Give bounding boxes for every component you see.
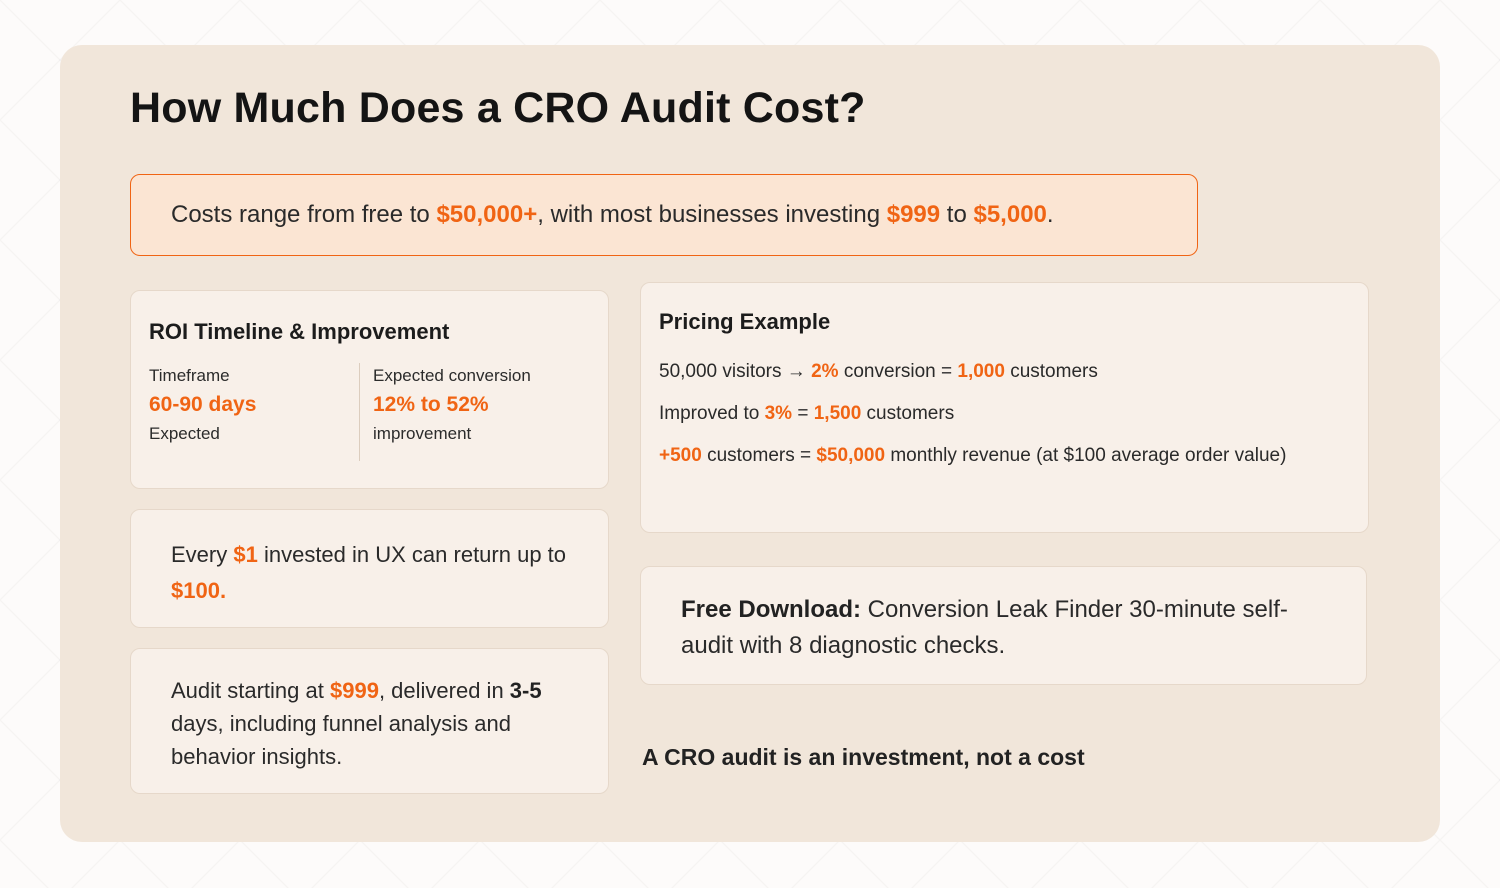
footer-note: A CRO audit is an investment, not a cost: [642, 744, 1085, 770]
roi-timeline-card: ROI Timeline & Improvement Timeframe 60-…: [130, 290, 609, 489]
roi-title: ROI Timeline & Improvement: [149, 319, 450, 344]
roi-columns: Timeframe 60-90 days Expected Expected c…: [149, 363, 608, 461]
page-title: How Much Does a CRO Audit Cost?: [130, 84, 866, 132]
banner-text: Costs range from free to $50,000+, with …: [171, 201, 1054, 228]
free-download-label: Free Download:: [681, 596, 862, 623]
ux-return-card: Every $1 invested in UX can return up to…: [130, 509, 609, 628]
pricing-line-1: 50,000 visitors → 2% conversion = 1,000 …: [659, 361, 1098, 382]
pricing-example-card: Pricing Example 50,000 visitors → 2% con…: [640, 282, 1369, 533]
roi-conversion: Expected conversion 12% to 52% improveme…: [359, 363, 583, 461]
roi-timeframe: Timeframe 60-90 days Expected: [149, 366, 257, 443]
cost-range-banner: Costs range from free to $50,000+, with …: [130, 174, 1198, 256]
audit-offer-card: Audit starting at $999, delivered in 3-5…: [130, 648, 609, 794]
pricing-title: Pricing Example: [659, 309, 831, 334]
pricing-line-3: +500 customers = $50,000 monthly revenue…: [659, 445, 1287, 466]
free-download-card[interactable]: Free Download: Conversion Leak Finder 30…: [640, 566, 1367, 685]
pricing-line-2: Improved to 3% = 1,500 customers: [659, 403, 955, 424]
